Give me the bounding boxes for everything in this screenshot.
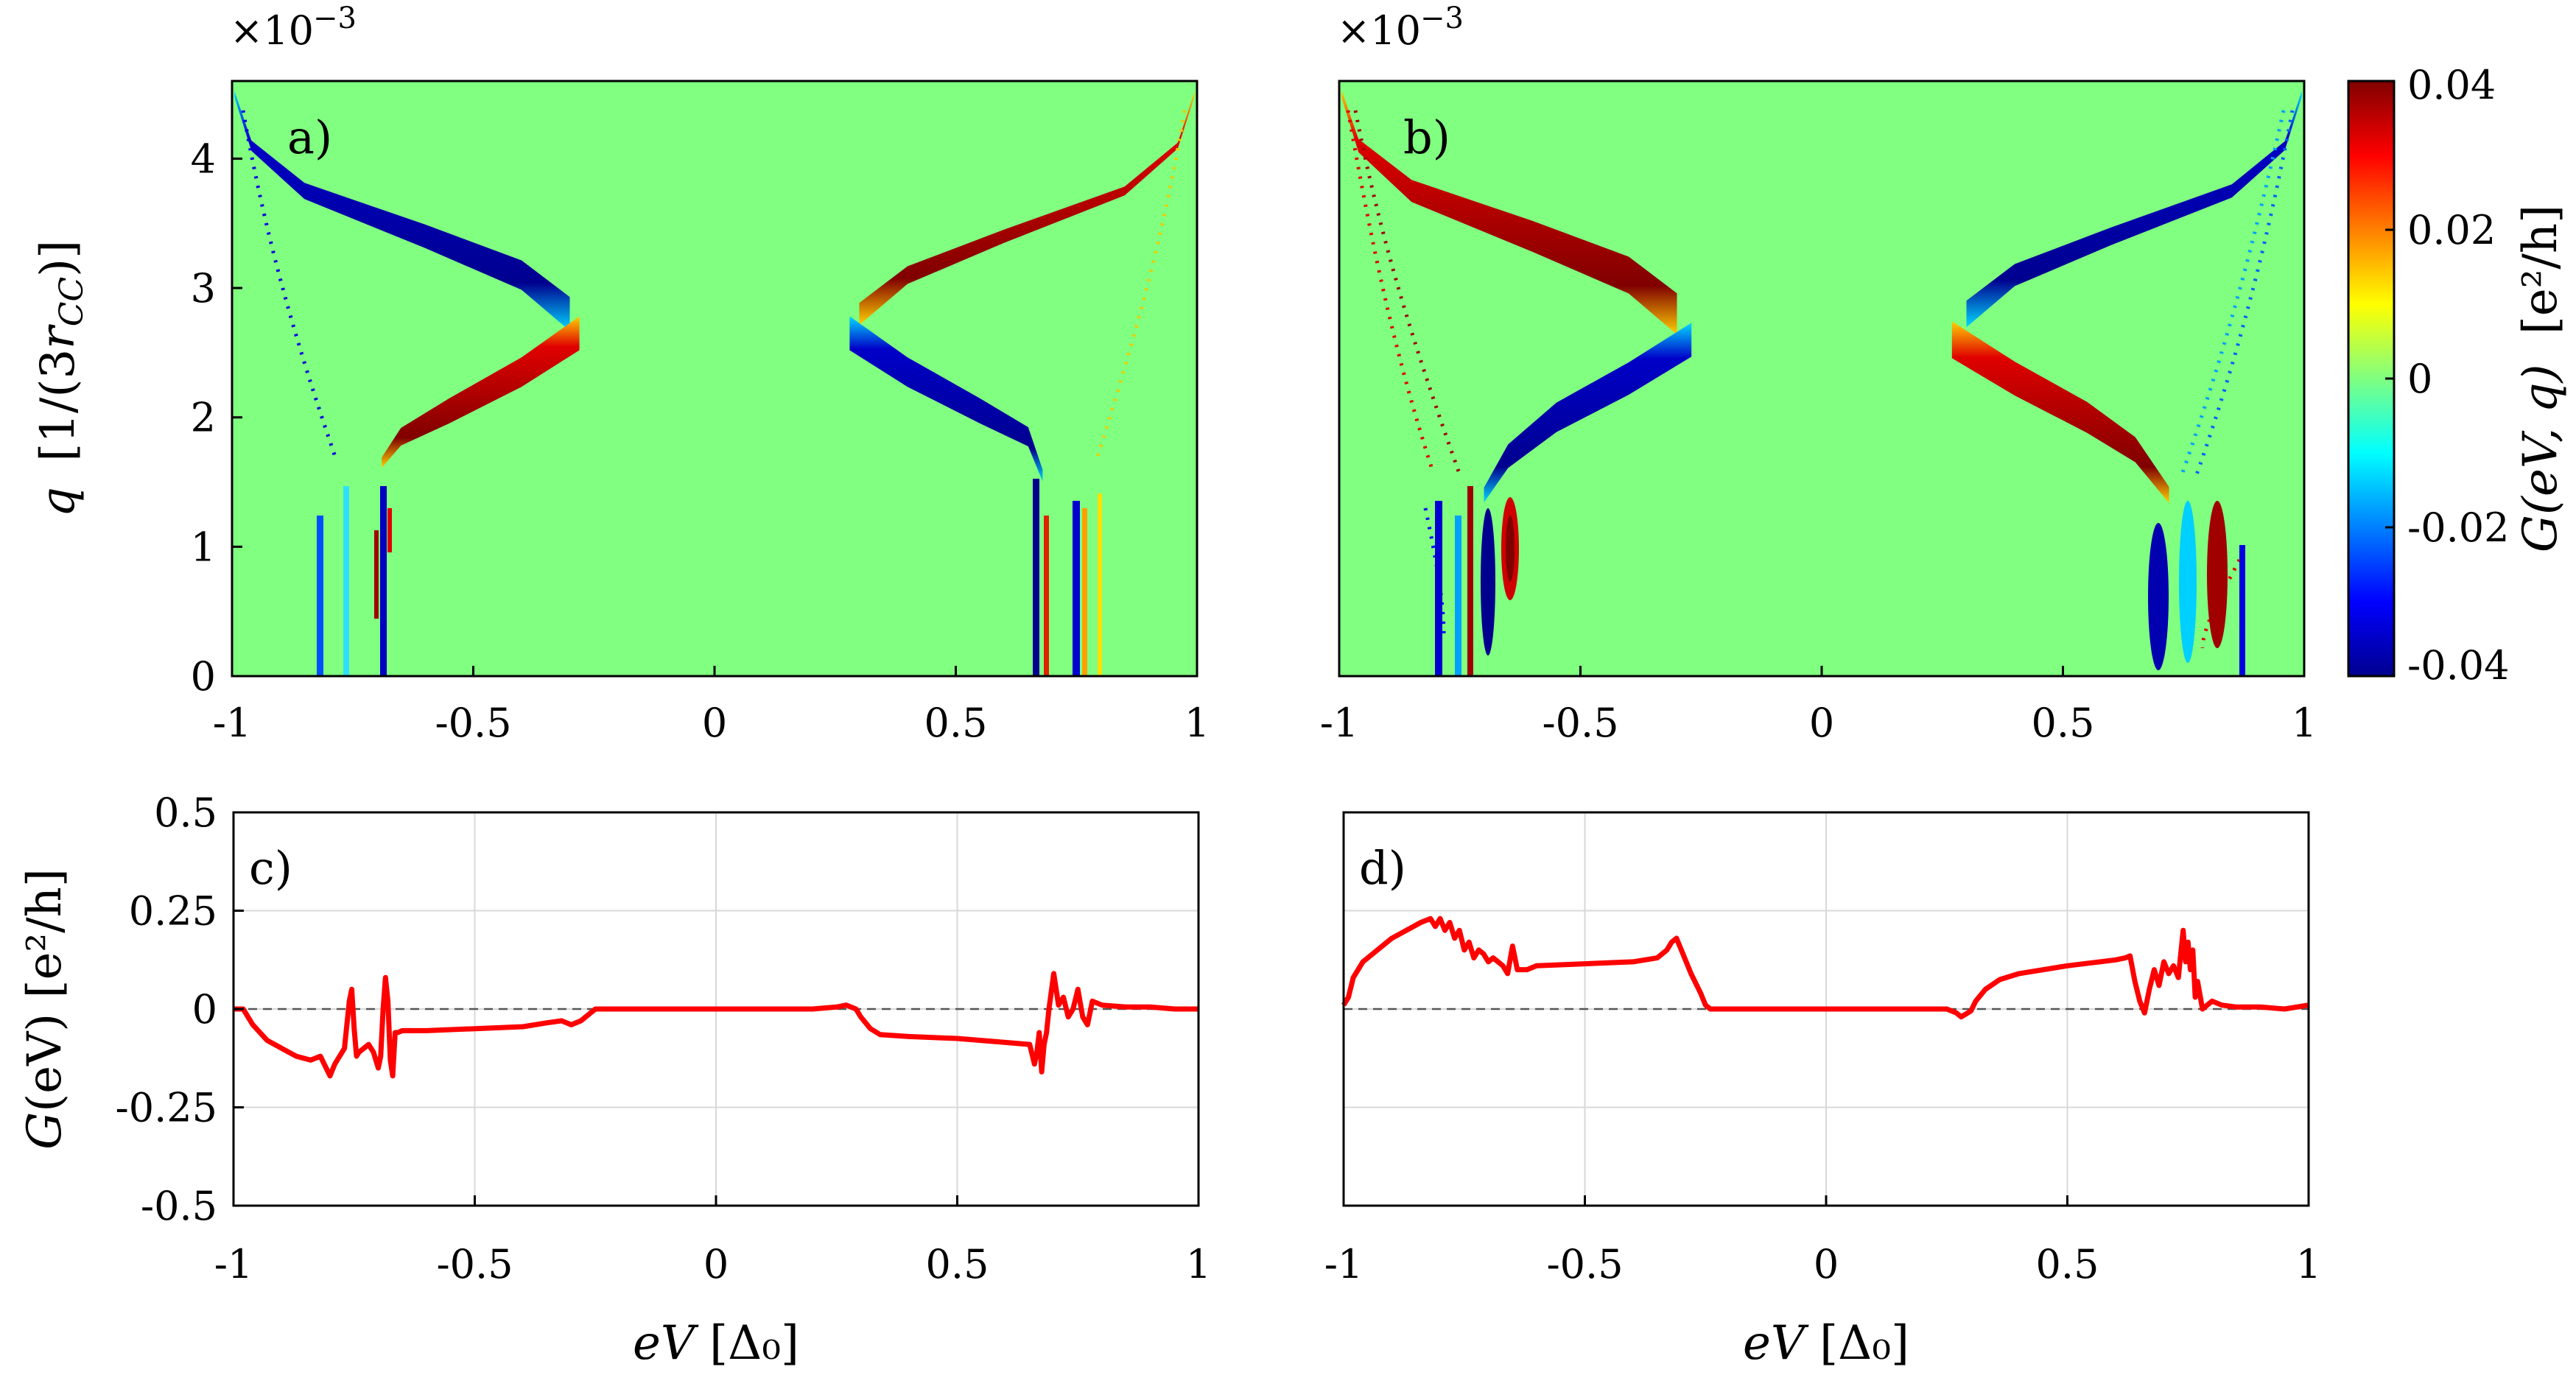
heatmap-b-background [1339,81,2304,676]
heatmap-band-lower-left-branch [382,316,580,468]
x-tick-label: 1 [1186,1241,1211,1287]
x-tick-label: -1 [214,1241,253,1287]
heatmap-a-traces [241,110,1187,457]
heatmap-b-traces [1346,110,2295,649]
heatmap-panel-b: b) ×10 −3 -1 -0.5 0 0.5 1 [1320,1,2317,746]
heatmap-band-lower-left-branch [1484,323,1692,503]
heatmap-a-features [234,91,1195,482]
y-tick-label: 0 [191,653,216,700]
x-tick-label: 0 [1814,1241,1839,1287]
x-tick-label: 0 [1809,700,1834,746]
heatmap-a-y-label: q [1/(3rCC)] [31,240,91,517]
heatmap-panel-a: a) ×10 −3 0 1 2 3 4 -1 -0.5 0 0.5 1 q [1/(3rCC)] [31,1,1210,746]
colorbar-tick-label: 0 [2407,356,2432,402]
heatmap-a-multiplier-base: ×10 [230,7,314,54]
line-c-x-label: eV [Δ₀] [633,1316,799,1371]
heatmap-band-lower-right-branch [1951,321,2169,504]
x-tick-label: 1 [2292,700,2317,746]
heatmap-b-multiplier-exp: −3 [1420,1,1464,35]
y-tick-label: 1 [191,524,216,570]
y-tick-label: -0.25 [116,1085,217,1131]
y-tick-label: 4 [191,136,216,182]
colorbar-ticks: 0.04 0.02 0 -0.02 -0.04 [2385,62,2509,689]
x-tick-label: -0.5 [435,700,511,746]
x-tick-label: -1 [213,700,252,746]
panel-label-c: c) [249,841,292,895]
x-tick-label: -1 [1324,1241,1364,1287]
x-tick-label: 0.5 [924,700,988,746]
panel-label-a: a) [287,110,332,164]
x-tick-label: 0.5 [2032,700,2095,746]
heatmap-band-upper-left-branch [1341,90,1677,335]
colorbar-tick-label: 0.04 [2407,62,2496,108]
line-c-y-label: G(eV) [e²/h] [18,868,72,1150]
colorbar-tick-label: -0.02 [2407,505,2509,551]
y-tick-label: 0.5 [154,790,217,836]
y-tick-label: 0.25 [129,888,217,935]
heatmap-band-upper-right-branch [859,91,1195,326]
heatmap-a-y-axis: 0 1 2 3 4 [191,136,242,700]
panel-label-b: b) [1403,110,1450,164]
line-d-x-axis: -1 -0.5 0 0.5 1 [1324,1195,2321,1287]
x-tick-label: 0.5 [2036,1241,2099,1287]
y-tick-label: 0 [192,986,217,1033]
line-panel-c: c) 0.5 0.25 0 -0.25 -0.5 -1 -0.5 0 0.5 1 G(eV) [… [18,790,1211,1371]
colorbar-tick-label: -0.04 [2407,642,2509,689]
heatmap-a-multiplier-exp: −3 [313,1,357,35]
x-tick-label: -0.5 [436,1241,513,1287]
panel-label-d: d) [1359,841,1406,895]
line-c-x-axis: -1 -0.5 0 0.5 1 [214,1195,1211,1287]
x-tick-label: -0.5 [1542,700,1618,746]
y-tick-label: 3 [191,265,216,312]
colorbar-tick-label: 0.02 [2407,207,2496,253]
heatmap-band-lower-right-branch [849,316,1043,482]
heatmap-b-features [1341,90,2302,504]
heatmap-a-x-axis: -1 -0.5 0 0.5 1 [213,666,1210,746]
line-c-series-G [234,971,1198,1079]
x-tick-label: 1 [2296,1241,2321,1287]
heatmap-b-x-axis: -1 -0.5 0 0.5 1 [1320,666,2317,746]
heatmap-b-multiplier: ×10 −3 [1337,1,1464,54]
x-tick-label: 0.5 [926,1241,989,1287]
heatmap-b-multiplier-base: ×10 [1337,7,1421,54]
line-d-x-label: eV [Δ₀] [1743,1316,1909,1371]
heatmap-a-multiplier: ×10 −3 [230,1,357,54]
x-tick-label: -0.5 [1546,1241,1623,1287]
y-tick-label: -0.5 [141,1183,217,1229]
colorbar: 0.04 0.02 0 -0.02 -0.04 G(eV, q) [e²/h] [2347,62,2568,689]
line-panel-d: d) -1 -0.5 0 0.5 1 eV [Δ₀] [1324,811,2321,1371]
heatmap-band-upper-right-branch [1966,91,2302,328]
heatmap-a-low-q-stripes [317,479,1102,676]
line-d-series-G [1341,915,2309,1020]
x-tick-label: -1 [1320,700,1359,746]
heatmap-band-upper-left-branch [234,91,570,331]
y-tick-label: 2 [191,395,216,441]
heatmap-b-low-q-stripes [1435,486,2245,676]
line-c-y-axis: 0.5 0.25 0 -0.25 -0.5 [116,790,244,1229]
x-tick-label: 0 [703,1241,729,1287]
x-tick-label: 0 [702,700,727,746]
x-tick-label: 1 [1185,700,1210,746]
colorbar-label: G(eV, q) [e²/h] [2513,205,2568,552]
